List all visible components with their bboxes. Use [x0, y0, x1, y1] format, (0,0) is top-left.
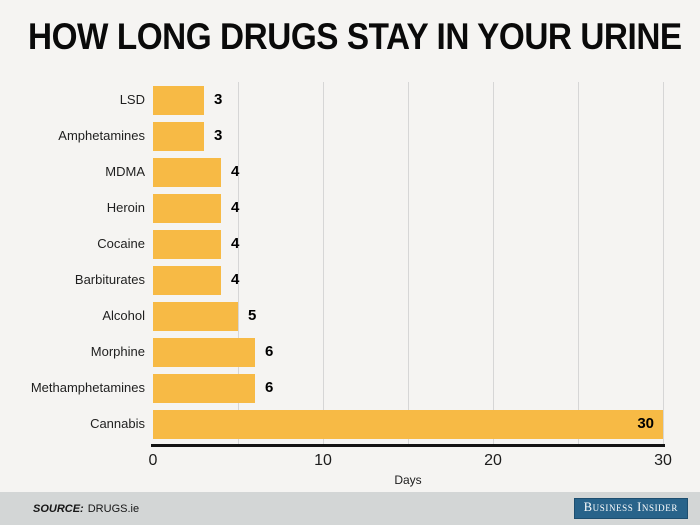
x-axis-label: Days: [394, 473, 422, 487]
value-label: 4: [231, 199, 240, 216]
gridline: [322, 82, 324, 444]
value-label: 30: [637, 415, 654, 432]
category-label: Heroin: [106, 200, 145, 215]
bar: [153, 409, 663, 439]
category-label: Alcohol: [102, 308, 145, 323]
value-label: 4: [231, 271, 240, 288]
value-label: 4: [231, 235, 240, 252]
source-credit: SOURCE: DRUGS.ie: [33, 503, 139, 515]
value-label: 6: [265, 343, 274, 360]
category-label: Amphetamines: [58, 128, 145, 143]
value-label: 3: [214, 127, 223, 144]
source-label: SOURCE:: [33, 502, 84, 515]
value-label: 5: [248, 307, 257, 324]
gridline: [577, 82, 579, 444]
gridline: [237, 82, 239, 444]
category-label: LSD: [119, 92, 145, 107]
gridline: [407, 82, 409, 444]
gridline: [662, 82, 664, 444]
bar: [153, 121, 204, 151]
value-label: 3: [214, 91, 223, 108]
bar: [153, 373, 255, 403]
bar: [153, 193, 221, 223]
chart-title: HOW LONG DRUGS STAY IN YOUR URINE: [28, 16, 682, 57]
x-axis-line: [151, 444, 665, 447]
bar: [153, 301, 238, 331]
x-tick-label: 10: [314, 452, 332, 469]
x-tick-label: 20: [484, 452, 502, 469]
bar: [153, 337, 255, 367]
gridline: [492, 82, 494, 444]
category-label: MDMA: [105, 164, 145, 179]
x-tick-label: 0: [148, 452, 158, 469]
source-value: DRUGS.ie: [87, 502, 140, 515]
bar: [153, 265, 221, 295]
category-label: Cocaine: [97, 236, 145, 251]
value-label: 4: [231, 163, 240, 180]
bar: [153, 157, 221, 187]
bar: [153, 85, 204, 115]
category-label: Barbiturates: [74, 272, 145, 287]
bar: [153, 229, 221, 259]
category-label: Morphine: [90, 344, 145, 359]
category-label: Cannabis: [90, 416, 145, 431]
value-label: 6: [265, 379, 274, 396]
footer-bar: SOURCE: DRUGS.ie Business Insider: [0, 492, 700, 525]
business-insider-logo: Business Insider: [573, 498, 688, 519]
x-tick-label: 30: [654, 452, 672, 469]
category-label: Methamphetamines: [30, 380, 145, 395]
